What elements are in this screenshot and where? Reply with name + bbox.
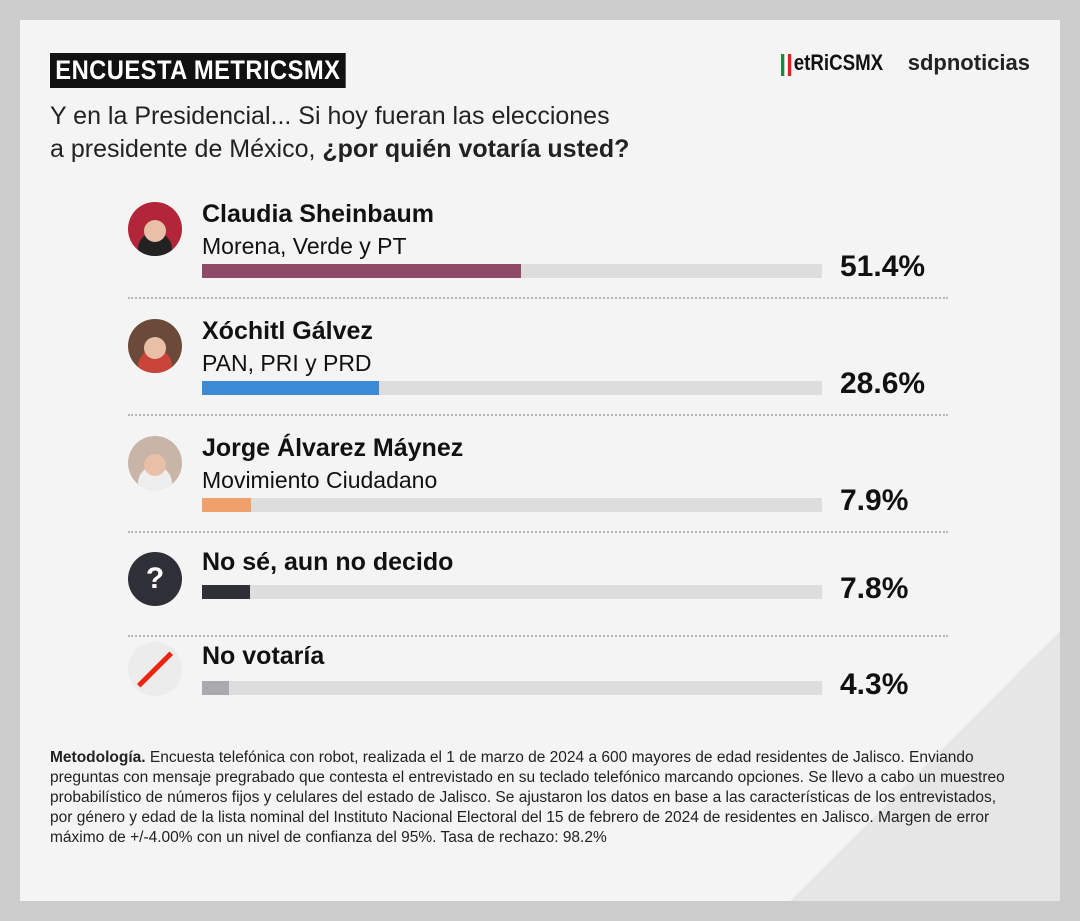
question-icon: ? <box>128 552 182 606</box>
bar-track <box>202 681 822 695</box>
question-plain: a presidente de México, <box>50 135 323 163</box>
question-line2: a presidente de México, ¿por quién votar… <box>50 133 629 166</box>
bar-track <box>202 498 822 512</box>
survey-tag: ENCUESTA METRICSMX <box>50 53 346 88</box>
methodology-text: Encuesta telefónica con robot, realizada… <box>50 749 1005 846</box>
bar-label: No sé, aun no decido <box>202 548 454 576</box>
person-icon <box>128 319 182 373</box>
question-bold: ¿por quién votaría usted? <box>322 135 630 163</box>
bar-track <box>202 264 822 278</box>
bar-sublabel: Movimiento Ciudadano <box>202 467 438 493</box>
bar-value-label: 28.6% <box>840 367 926 400</box>
bar-label: Claudia Sheinbaum <box>202 200 434 228</box>
metricsmx-logo: etRiCSMX <box>780 50 883 76</box>
bar-label: No votaría <box>202 642 325 670</box>
separator <box>128 414 948 416</box>
separator <box>128 297 948 299</box>
methodology: Metodología. Encuesta telefónica con rob… <box>50 748 1010 848</box>
separator <box>128 531 948 533</box>
flag-icon <box>780 54 791 76</box>
bar-fill <box>202 681 229 695</box>
bar-fill <box>202 585 251 599</box>
bar-fill <box>202 381 380 395</box>
bar-value-label: 7.8% <box>840 572 909 605</box>
bar-sublabel: PAN, PRI y PRD <box>202 350 372 376</box>
bar-sublabel: Morena, Verde y PT <box>202 233 407 259</box>
methodology-label: Metodología. <box>50 749 146 766</box>
logos: etRiCSMX sdpnoticias <box>772 50 1030 76</box>
bar-track <box>202 585 822 599</box>
person-icon <box>128 436 182 490</box>
bar-value-label: 51.4% <box>840 250 926 283</box>
separator <box>128 635 948 637</box>
bar-label: Xóchitl Gálvez <box>202 317 373 345</box>
question-line1: Y en la Presidencial... Si hoy fueran la… <box>50 102 610 130</box>
sdpnoticias-logo: sdpnoticias <box>907 50 1030 75</box>
bar-label: Jorge Álvarez Máynez <box>202 434 464 462</box>
person-icon <box>128 202 182 256</box>
bar-value-label: 7.9% <box>840 484 909 517</box>
question: Y en la Presidencial... Si hoy fueran la… <box>50 100 629 166</box>
no-vote-icon <box>128 642 182 696</box>
bar-fill <box>202 264 521 278</box>
background-decoration <box>760 601 1060 901</box>
bar-value-label: 4.3% <box>840 668 909 701</box>
infographic-card: ENCUESTA METRICSMX etRiCSMX sdpnoticias … <box>20 20 1060 901</box>
bar-track <box>202 381 822 395</box>
bar-fill <box>202 498 251 512</box>
